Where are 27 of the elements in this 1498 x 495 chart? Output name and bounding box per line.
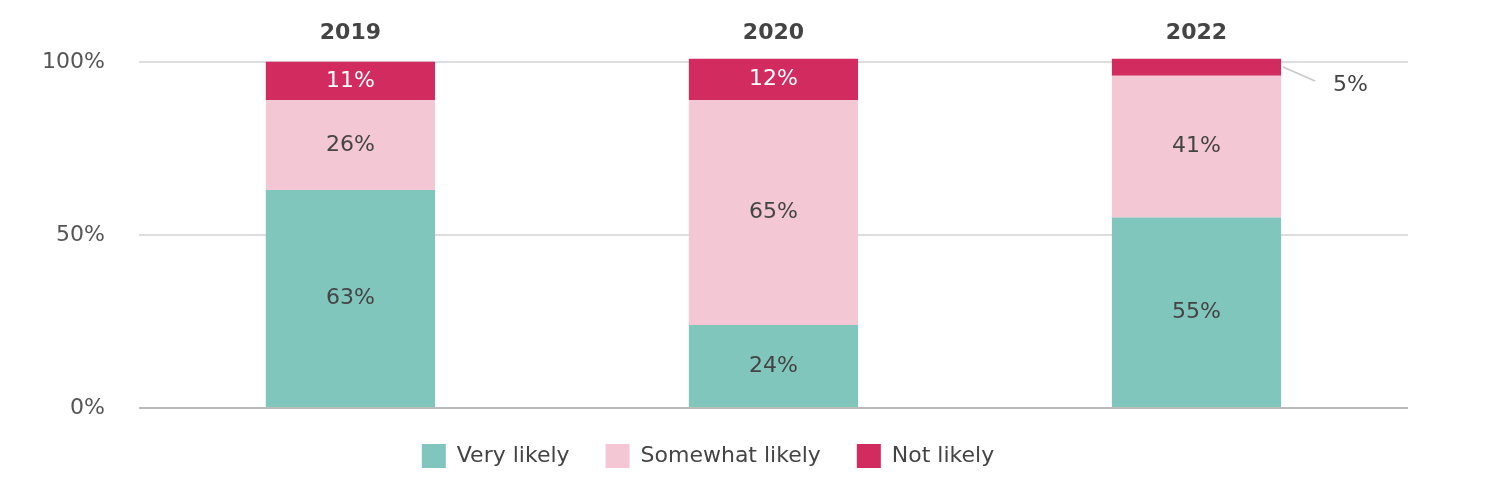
- data-label: 65%: [748, 198, 798, 224]
- y-tick-label: 100%: [41, 47, 105, 73]
- legend-label: Not likely: [891, 441, 995, 467]
- bar: [1111, 217, 1282, 407]
- data-label: 24%: [748, 351, 798, 377]
- x-tick-label: 2020: [742, 18, 805, 44]
- data-label: 41%: [1172, 132, 1221, 158]
- bar: [1111, 58, 1282, 76]
- x-tick-label: 2022: [1165, 18, 1228, 44]
- legend-label: Very likely: [456, 441, 570, 467]
- bar: [265, 99, 436, 190]
- y-tick-label: 0%: [69, 393, 105, 419]
- data-label: 55%: [1172, 298, 1221, 324]
- bar: [688, 58, 859, 100]
- legend-label: Somewhat likely: [640, 441, 821, 467]
- bar: [265, 61, 436, 100]
- data-label: 5%: [1333, 70, 1368, 96]
- bar: [265, 189, 436, 407]
- bar: [688, 99, 859, 325]
- bar: [688, 324, 859, 407]
- bar: [1111, 75, 1282, 218]
- y-tick-label: 50%: [55, 220, 105, 246]
- data-label: 11%: [325, 66, 375, 92]
- x-tick-label: 2019: [319, 18, 382, 44]
- data-label: 63%: [325, 284, 375, 310]
- data-label: 12%: [748, 64, 798, 90]
- data-label: 26%: [325, 130, 375, 156]
